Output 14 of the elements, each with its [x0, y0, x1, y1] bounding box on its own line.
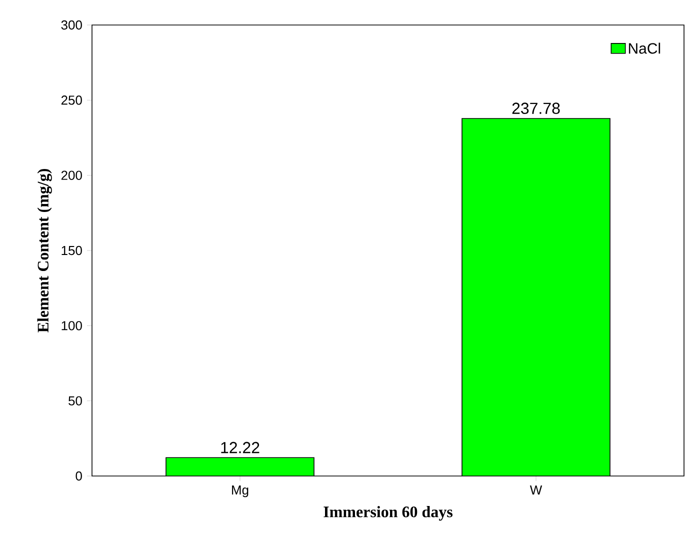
x-tick-label: Mg [232, 486, 248, 498]
y-tick-label: 300 [61, 20, 82, 30]
y-tick-label: 100 [62, 321, 82, 330]
y-tick-label: 200 [61, 170, 82, 180]
data-label: 12.22 [221, 442, 260, 454]
y-tick-label: 0 [76, 471, 82, 481]
y-axis-title: Element Content (mg/g) [37, 169, 52, 332]
x-axis-title: Immersion 60 days [324, 506, 452, 521]
data-label: 237.78 [512, 102, 560, 114]
x-tick-label: W [530, 486, 542, 494]
y-tick-label: 250 [61, 96, 82, 105]
y-tick-label: 150 [62, 246, 82, 256]
y-tick-label: 50 [68, 396, 82, 406]
legend-label: NaCl [628, 42, 660, 54]
